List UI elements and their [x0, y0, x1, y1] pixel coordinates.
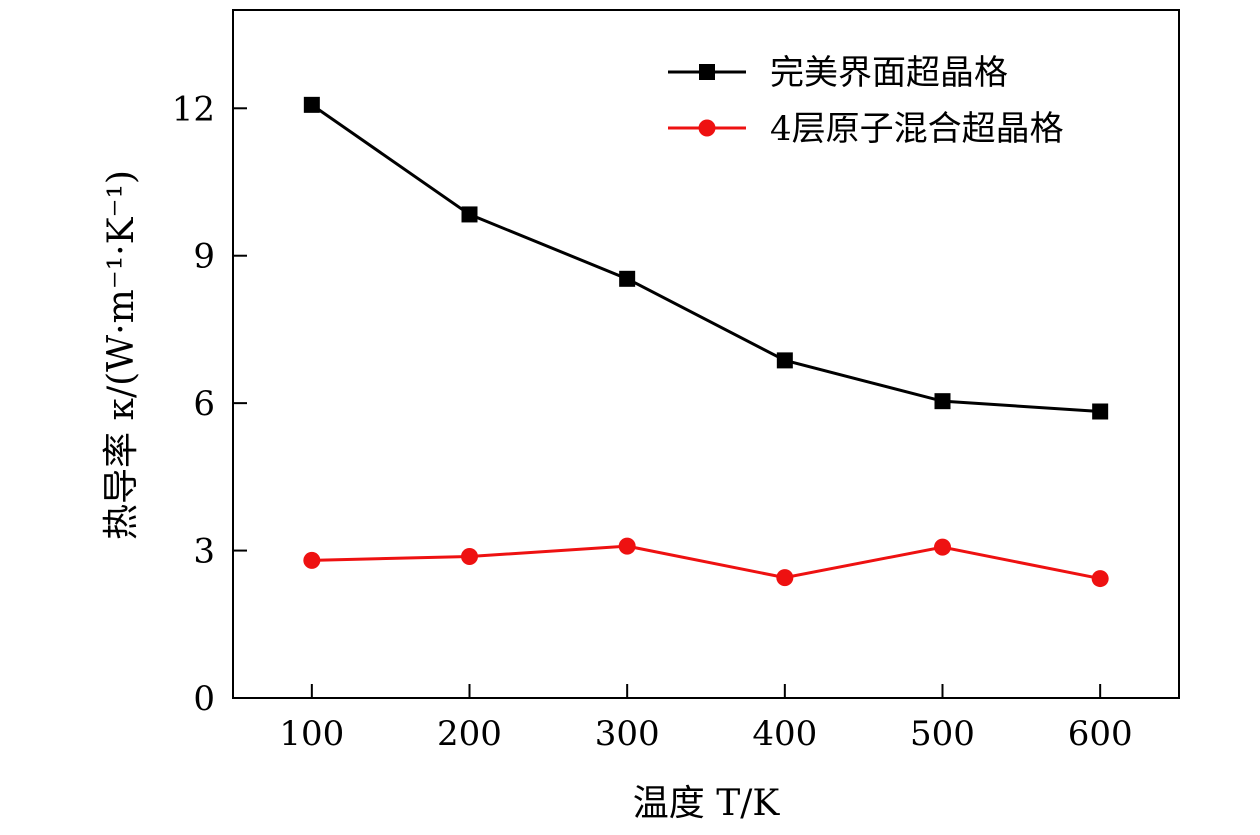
data-point [776, 352, 793, 369]
legend-item: 完美界面超晶格 [668, 53, 1008, 93]
y-tick-label: 9 [193, 237, 215, 277]
y-axis-title: 热导率 κ/(W·m⁻¹·K⁻¹) [101, 170, 142, 540]
data-point [776, 569, 794, 587]
x-tick-label: 600 [1068, 714, 1133, 754]
y-tick-label: 6 [193, 384, 215, 424]
data-point [1091, 570, 1109, 588]
data-point [461, 206, 478, 223]
plot-frame [232, 9, 1180, 699]
y-tick-label: 12 [172, 89, 215, 129]
legend-item: 4层原子混合超晶格 [668, 109, 1064, 149]
data-point [618, 537, 636, 555]
data-point [934, 538, 951, 556]
data-point [619, 270, 636, 287]
x-tick-label: 200 [437, 714, 502, 754]
series-line [311, 544, 1101, 581]
data-point [303, 96, 320, 113]
x-tick-label: 400 [752, 714, 817, 754]
y-axis: 0 3 6 9 12 [172, 89, 247, 719]
legend-marker [698, 119, 716, 137]
x-axis: 100 200 300 400 500 600 [279, 684, 1133, 754]
legend: 完美界面超晶格 4层原子混合超晶格 [668, 53, 1064, 149]
data-point [1092, 403, 1109, 420]
series-line [310, 103, 1101, 413]
series-2 [303, 537, 1109, 588]
x-tick-label: 300 [595, 714, 660, 754]
x-axis-title: 温度 T/K [633, 783, 781, 824]
y-tick-label: 0 [193, 679, 215, 719]
x-tick-label: 500 [910, 714, 975, 754]
y-tick-label: 3 [193, 532, 215, 572]
series-layer [303, 96, 1109, 588]
legend-label: 完美界面超晶格 [770, 53, 1008, 93]
data-point [461, 547, 478, 565]
legend-label: 4层原子混合超晶格 [770, 109, 1064, 149]
data-point [303, 551, 321, 569]
legend-marker [699, 64, 715, 80]
series-1 [303, 96, 1109, 420]
data-point [934, 393, 951, 410]
x-tick-label: 100 [279, 714, 344, 754]
